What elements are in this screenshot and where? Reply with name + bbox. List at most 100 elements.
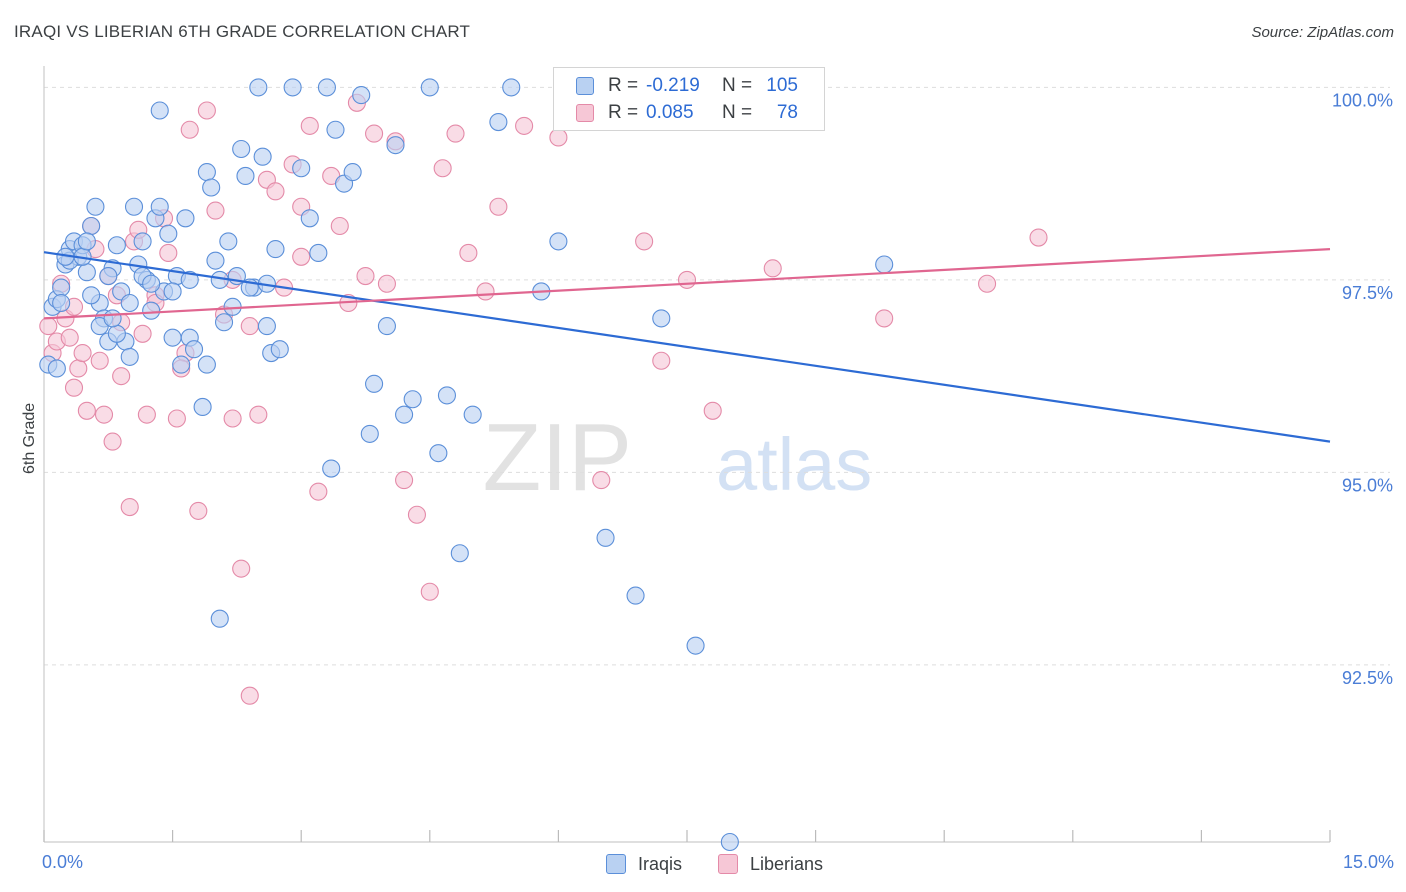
iraqi-point bbox=[253, 147, 272, 166]
y-tick-label: 92.5% bbox=[1342, 668, 1393, 688]
liberian-point bbox=[395, 471, 414, 490]
liberian-point bbox=[635, 232, 654, 251]
y-tick-label: 97.5% bbox=[1342, 283, 1393, 303]
liberian-point bbox=[159, 243, 178, 262]
iraqi-point bbox=[163, 282, 182, 301]
liberian-point bbox=[232, 559, 251, 578]
iraqi-swatch bbox=[576, 77, 594, 95]
iraqi-point bbox=[202, 178, 221, 197]
liberian-point bbox=[266, 182, 285, 201]
y-tick-labels: 100.0% 97.5% 95.0% 92.5% bbox=[1332, 90, 1393, 688]
legend-row-liberian: R = 0.085 N = 78 bbox=[576, 100, 798, 126]
iraqi-point bbox=[99, 266, 118, 286]
liberian-point bbox=[677, 270, 697, 289]
iraqi-point bbox=[720, 832, 739, 852]
iraqi-point bbox=[686, 636, 705, 655]
iraqi-point bbox=[214, 313, 234, 332]
iraqi-point bbox=[107, 324, 126, 343]
bottom-legend-liberian: Liberians bbox=[718, 852, 823, 876]
iraqi-point bbox=[322, 459, 341, 478]
iraqi-point bbox=[184, 340, 204, 359]
liberian-point bbox=[300, 116, 319, 135]
iraqi-point bbox=[489, 113, 508, 132]
liberian-point bbox=[69, 359, 88, 378]
liberian-point bbox=[90, 351, 109, 370]
iraqi-point bbox=[266, 240, 285, 259]
liberian-point bbox=[240, 317, 259, 336]
iraqi-legend-label: Iraqis bbox=[638, 853, 683, 874]
iraqi-point bbox=[210, 609, 229, 628]
source-label: Source: ZipAtlas.com bbox=[1251, 24, 1394, 41]
liberian-point bbox=[77, 401, 96, 420]
liberian-point bbox=[167, 409, 186, 428]
liberian-point bbox=[433, 159, 452, 178]
iraqi-point bbox=[52, 293, 71, 313]
iraqi-point bbox=[875, 255, 894, 274]
liberian-point bbox=[459, 243, 478, 262]
liberian-point bbox=[489, 197, 508, 216]
liberian-point bbox=[592, 471, 611, 490]
liberian-point bbox=[549, 128, 568, 147]
iraqi-point bbox=[150, 101, 169, 120]
liberian-point bbox=[292, 247, 311, 266]
iraqi-point bbox=[176, 209, 195, 228]
iraqi-point bbox=[429, 444, 448, 463]
iraqi-point bbox=[596, 528, 615, 547]
iraqi-point bbox=[343, 163, 362, 182]
liberian-point bbox=[249, 405, 268, 424]
iraqi-point bbox=[107, 236, 126, 255]
liberian-point bbox=[978, 274, 997, 293]
iraqi-point bbox=[124, 197, 144, 216]
liberian-point bbox=[73, 343, 92, 363]
legend-row-iraqi: R = -0.219 N = 105 bbox=[576, 73, 798, 99]
liberian-point bbox=[446, 124, 465, 143]
bottom-legend-iraqi: Iraqis bbox=[606, 852, 682, 876]
liberian-point bbox=[180, 120, 199, 139]
iraqi-point bbox=[52, 278, 71, 297]
iraqi-point bbox=[450, 544, 469, 563]
iraqi-point bbox=[142, 274, 161, 293]
liberian-point bbox=[60, 328, 79, 347]
iraqi-point bbox=[120, 347, 139, 366]
iraqi-point bbox=[652, 309, 671, 328]
liberian-point bbox=[309, 482, 328, 501]
iraqi-legend-swatch bbox=[606, 854, 626, 874]
iraqi-point bbox=[232, 139, 251, 159]
iraqi-point bbox=[163, 328, 182, 347]
iraqi-point bbox=[86, 197, 105, 216]
watermark-zip: ZIP bbox=[483, 404, 632, 511]
iraqi-point bbox=[133, 232, 152, 251]
iraqi-point bbox=[626, 586, 645, 605]
watermark-atlas: atlas bbox=[716, 423, 872, 506]
liberian-swatch bbox=[576, 104, 594, 122]
iraqi-point bbox=[326, 120, 345, 139]
iraqi-point bbox=[300, 209, 319, 228]
liberian-series bbox=[39, 93, 1048, 705]
iraqi-point bbox=[172, 355, 191, 374]
liberian-point bbox=[875, 309, 894, 328]
iraqi-point bbox=[159, 224, 178, 243]
iraqi-point bbox=[463, 405, 482, 424]
iraqi-point bbox=[82, 286, 101, 305]
iraqi-point bbox=[365, 374, 384, 393]
liberian-point bbox=[189, 501, 208, 520]
liberian-legend-swatch bbox=[718, 854, 738, 874]
legend-r-value: -0.219 bbox=[646, 75, 700, 96]
trend-lines bbox=[43, 248, 1331, 443]
liberian-point bbox=[1029, 228, 1048, 247]
liberian-point bbox=[133, 324, 152, 343]
liberian-point bbox=[240, 686, 259, 705]
iraqi-series bbox=[39, 78, 894, 852]
iraqi-point bbox=[236, 166, 255, 185]
liberian-point bbox=[652, 351, 671, 370]
stats-legend: R = -0.219 N = 105 R = 0.085 N = 78 bbox=[553, 67, 825, 131]
iraqi-point bbox=[257, 317, 276, 336]
chart-title: IRAQI VS LIBERIAN 6TH GRADE CORRELATION … bbox=[14, 22, 471, 41]
liberian-point bbox=[703, 401, 722, 420]
iraqi-point bbox=[309, 243, 328, 262]
iraqi-point bbox=[219, 232, 238, 251]
legend-n-label: N = bbox=[722, 102, 753, 123]
liberian-point bbox=[377, 274, 396, 293]
legend-r-label: R = bbox=[608, 75, 639, 96]
iraqi-point bbox=[193, 397, 212, 417]
